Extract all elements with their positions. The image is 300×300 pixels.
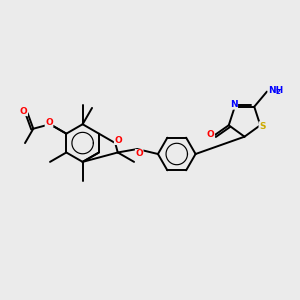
Text: O: O (135, 149, 143, 158)
Text: N: N (230, 100, 238, 109)
Text: O: O (114, 136, 122, 145)
Text: O: O (20, 107, 28, 116)
Text: O: O (207, 130, 214, 139)
Text: O: O (45, 118, 53, 127)
Text: S: S (259, 122, 266, 131)
Text: 2: 2 (276, 89, 280, 95)
Text: NH: NH (268, 86, 283, 95)
